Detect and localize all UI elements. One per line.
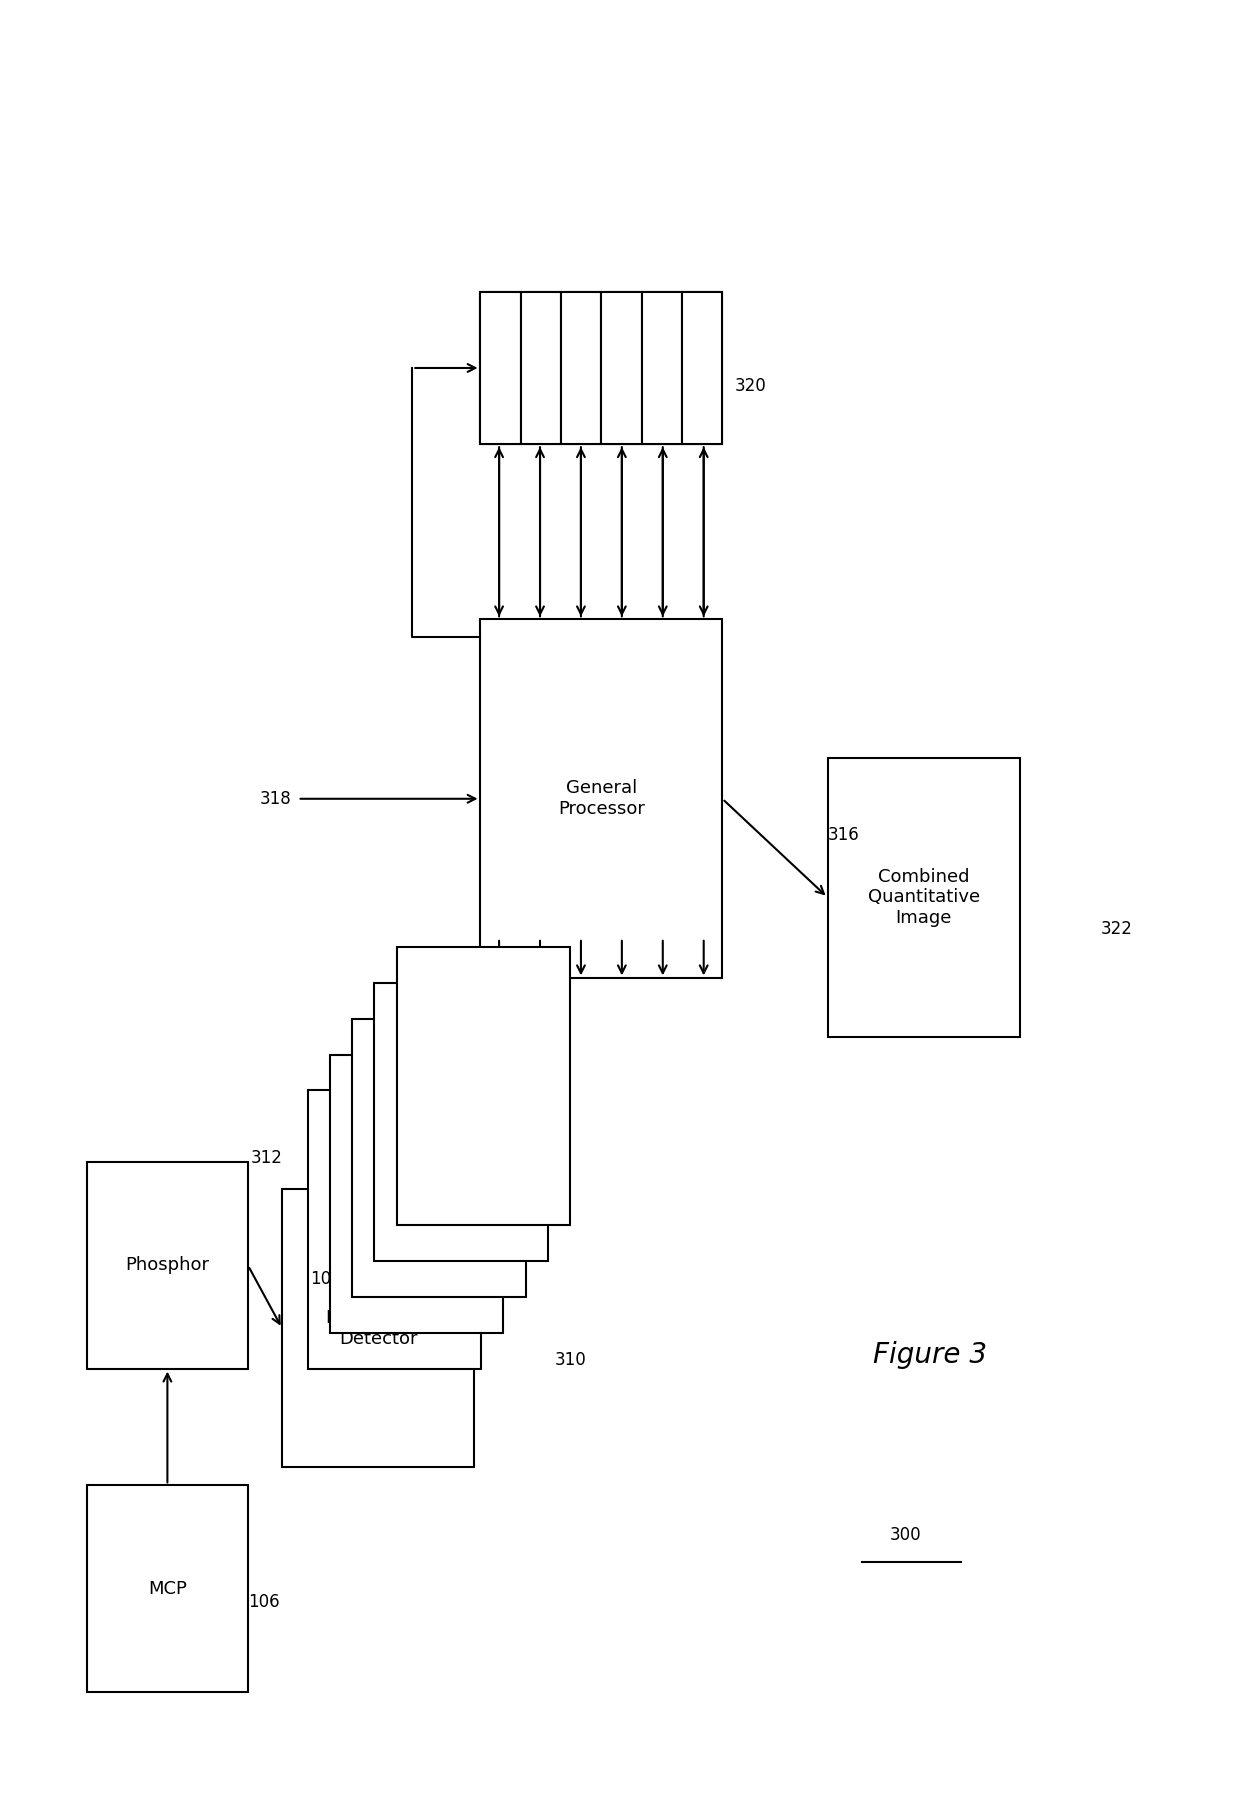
Bar bbox=[682, 291, 722, 443]
Text: General
Processor: General Processor bbox=[558, 779, 645, 819]
Bar bbox=[308, 1091, 481, 1368]
Bar bbox=[521, 291, 560, 443]
Text: Figure 3: Figure 3 bbox=[873, 1341, 987, 1370]
Bar bbox=[560, 291, 601, 443]
Bar bbox=[87, 1484, 248, 1691]
Bar bbox=[828, 757, 1019, 1038]
Bar bbox=[87, 1163, 248, 1368]
Bar bbox=[374, 984, 548, 1260]
Bar bbox=[480, 619, 722, 978]
Text: 106: 106 bbox=[248, 1592, 280, 1612]
Bar bbox=[352, 1018, 526, 1296]
Text: 108: 108 bbox=[310, 1269, 342, 1289]
Text: 310: 310 bbox=[556, 1350, 587, 1368]
Bar bbox=[480, 291, 722, 443]
Bar bbox=[281, 1188, 474, 1468]
Bar bbox=[397, 948, 570, 1224]
Text: 320: 320 bbox=[734, 377, 766, 395]
Text: Phosphor: Phosphor bbox=[125, 1256, 210, 1274]
Text: 312: 312 bbox=[250, 1149, 283, 1167]
Text: 300: 300 bbox=[889, 1526, 921, 1544]
Text: MCP: MCP bbox=[148, 1580, 187, 1598]
Bar bbox=[601, 291, 642, 443]
Text: Combined
Quantitative
Image: Combined Quantitative Image bbox=[868, 867, 980, 928]
Text: 318: 318 bbox=[259, 790, 291, 808]
Text: 316: 316 bbox=[828, 826, 859, 844]
Text: High Speed
Detector: High Speed Detector bbox=[326, 1309, 430, 1348]
Text: 322: 322 bbox=[1101, 919, 1132, 937]
Bar bbox=[480, 291, 521, 443]
Bar bbox=[642, 291, 682, 443]
Bar bbox=[330, 1054, 503, 1332]
